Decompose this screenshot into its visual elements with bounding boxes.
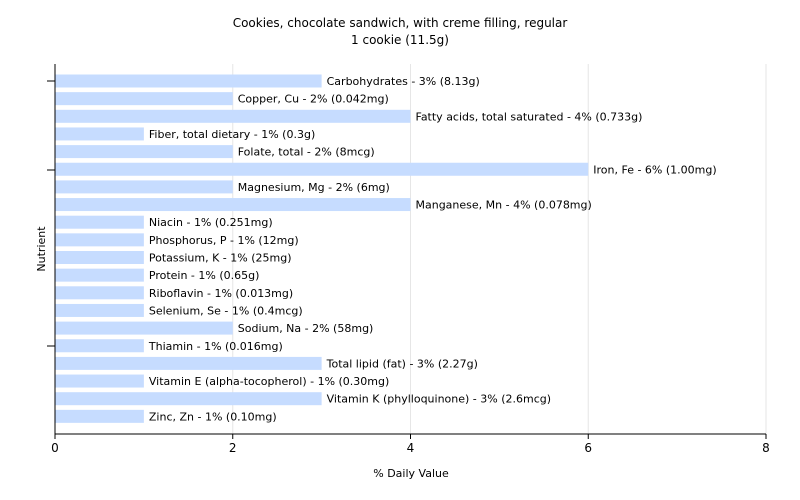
bar-label-2: Fatty acids, total saturated - 4% (0.733…	[416, 110, 643, 123]
x-tick-label-4: 8	[762, 441, 770, 455]
bars: Carbohydrates - 3% (8.13g) Copper, Cu - 2…	[55, 74, 717, 423]
bar-3	[55, 127, 144, 141]
bar-label-5: Iron, Fe - 6% (1.00mg)	[593, 163, 716, 176]
bar-10	[55, 251, 144, 264]
bar-11	[55, 268, 144, 282]
bar-label-13: Selenium, Se - 1% (0.4mcg)	[149, 304, 303, 317]
bar-label-0: Carbohydrates - 3% (8.13g)	[327, 75, 480, 88]
bar-label-12: Riboflavin - 1% (0.013mg)	[149, 287, 293, 300]
bar-13	[55, 303, 144, 317]
x-axis-label: % Daily Value	[373, 467, 449, 480]
bar-label-6: Magnesium, Mg - 2% (6mg)	[238, 181, 390, 194]
bar-label-17: Vitamin E (alpha-tocopherol) - 1% (0.30m…	[149, 375, 389, 388]
bar-label-9: Phosphorus, P - 1% (12mg)	[149, 234, 299, 247]
bar-label-18: Vitamin K (phylloquinone) - 3% (2.6mcg)	[327, 393, 551, 406]
bar-7	[55, 198, 411, 212]
bar-label-10: Potassium, K - 1% (25mg)	[149, 252, 292, 265]
x-tick-label-3: 6	[584, 441, 592, 455]
bar-4	[55, 145, 233, 159]
bar-5	[55, 162, 589, 176]
bar-15	[55, 339, 144, 353]
bar-label-4: Folate, total - 2% (8mcg)	[238, 146, 375, 159]
bar-9	[55, 233, 144, 247]
chart-title: Cookies, chocolate sandwich, with creme …	[233, 16, 568, 30]
bar-16	[55, 356, 322, 370]
bar-19	[55, 409, 144, 423]
bar-label-15: Thiamin - 1% (0.016mg)	[148, 340, 283, 353]
bar-17	[55, 374, 144, 388]
axes: 0 2 4 6 8	[47, 64, 770, 455]
x-tick-label-2: 4	[407, 441, 415, 455]
bar-0	[55, 74, 322, 88]
bar-8	[55, 215, 144, 229]
x-tick-label-1: 2	[229, 441, 237, 455]
bar-label-19: Zinc, Zn - 1% (0.10mg)	[149, 410, 277, 423]
bar-1	[55, 92, 233, 106]
bar-2	[55, 109, 411, 123]
bar-12	[55, 286, 144, 300]
bar-label-7: Manganese, Mn - 4% (0.078mg)	[416, 199, 592, 212]
y-axis-label: Nutrient	[35, 226, 48, 272]
chart-subtitle: 1 cookie (11.5g)	[351, 33, 449, 47]
bar-label-1: Copper, Cu - 2% (0.042mg)	[238, 93, 389, 106]
x-tick-label-0: 0	[51, 441, 59, 455]
bar-label-11: Protein - 1% (0.65g)	[149, 269, 260, 282]
bar-6	[55, 180, 233, 194]
bar-label-16: Total lipid (fat) - 3% (2.27g)	[326, 357, 478, 370]
bar-label-8: Niacin - 1% (0.251mg)	[149, 216, 273, 229]
bar-label-14: Sodium, Na - 2% (58mg)	[238, 322, 374, 335]
bar-18	[55, 392, 322, 406]
gridlines	[232, 64, 767, 434]
bar-14	[55, 321, 233, 335]
bar-label-3: Fiber, total dietary - 1% (0.3g)	[149, 128, 315, 141]
